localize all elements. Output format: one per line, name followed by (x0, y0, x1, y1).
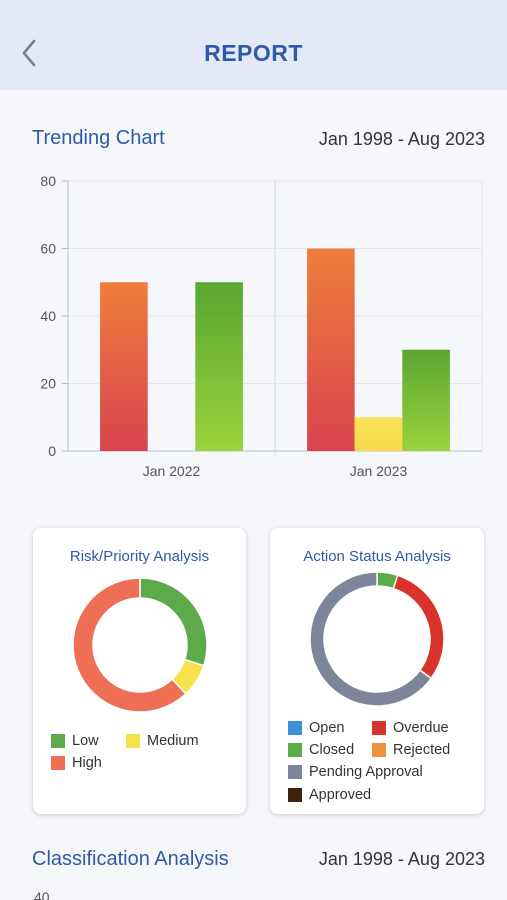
y-tick-label: 20 (40, 376, 56, 392)
x-tick-label: Jan 2022 (143, 463, 201, 479)
classification-chart: 40 (34, 889, 50, 900)
legend-high-label: High (72, 755, 102, 771)
legend-high-swatch (51, 756, 65, 770)
legend-rejected: Rejected (372, 742, 450, 758)
top-bar: REPORT (0, 0, 507, 90)
legend-open: Open (288, 720, 344, 736)
legend-high: High (51, 755, 102, 771)
legend-closed-swatch (288, 743, 302, 757)
chevron-left-icon (22, 39, 36, 67)
classification-tick-label: 40 (34, 889, 50, 900)
legend-medium-swatch (126, 734, 140, 748)
page-title: REPORT (204, 40, 303, 66)
legend-rejected-label: Rejected (393, 742, 451, 758)
legend-low: Low (51, 733, 99, 749)
legend-open-label: Open (309, 720, 345, 736)
risk-priority-title: Risk/Priority Analysis (69, 548, 210, 565)
action-status-card[interactable]: Action Status Analysis Open Overdue Clos… (270, 528, 484, 814)
slice-pending-approval[interactable] (309, 571, 433, 707)
legend-approved-swatch (288, 788, 302, 802)
legend-approved-label: Approved (309, 787, 372, 803)
legend-medium-label: Medium (147, 733, 199, 749)
action-donut-chart (309, 571, 445, 707)
legend-overdue-swatch (372, 721, 386, 735)
legend-medium: Medium (126, 733, 199, 749)
bar[interactable] (100, 282, 148, 451)
legend-overdue: Overdue (372, 720, 449, 736)
bar[interactable] (354, 417, 403, 451)
y-tick-label: 40 (40, 308, 56, 324)
back-button[interactable] (14, 34, 46, 72)
trending-bar-chart: 0 20 40 60 80 Jan 2022 Jan 2023 (40, 173, 483, 479)
legend-overdue-label: Overdue (393, 720, 449, 736)
legend-approved: Approved (288, 787, 371, 803)
bar[interactable] (307, 248, 355, 452)
legend-rejected-swatch (372, 743, 386, 757)
classification-title: Classification Analysis (32, 848, 229, 870)
classification-date-range[interactable]: Jan 1998 - Aug 2023 (318, 849, 485, 869)
y-tick-label: 60 (40, 241, 56, 257)
slice-high[interactable] (72, 577, 187, 713)
bar[interactable] (195, 282, 243, 451)
risk-donut-chart (72, 577, 208, 713)
legend-low-label: Low (72, 733, 99, 749)
y-tick-label: 0 (48, 443, 56, 459)
legend-pending-approval: Pending Approval (288, 764, 423, 780)
legend-pending-approval-swatch (288, 765, 302, 779)
action-status-title: Action Status Analysis (303, 548, 451, 565)
trending-date-range[interactable]: Jan 1998 - Aug 2023 (318, 129, 485, 149)
legend-pending-approval-label: Pending Approval (309, 764, 423, 780)
legend-closed-label: Closed (309, 742, 355, 758)
bar[interactable] (402, 349, 450, 451)
legend-low-swatch (51, 734, 65, 748)
x-tick-label: Jan 2023 (350, 463, 408, 479)
legend-closed: Closed (288, 742, 354, 758)
trending-chart-title: Trending Chart (32, 127, 165, 149)
slice-overdue[interactable] (392, 574, 445, 680)
y-tick-label: 80 (40, 173, 56, 189)
risk-priority-card[interactable]: Risk/Priority Analysis Low Medium High (33, 528, 246, 814)
legend-open-swatch (288, 721, 302, 735)
slice-low[interactable] (139, 577, 208, 667)
